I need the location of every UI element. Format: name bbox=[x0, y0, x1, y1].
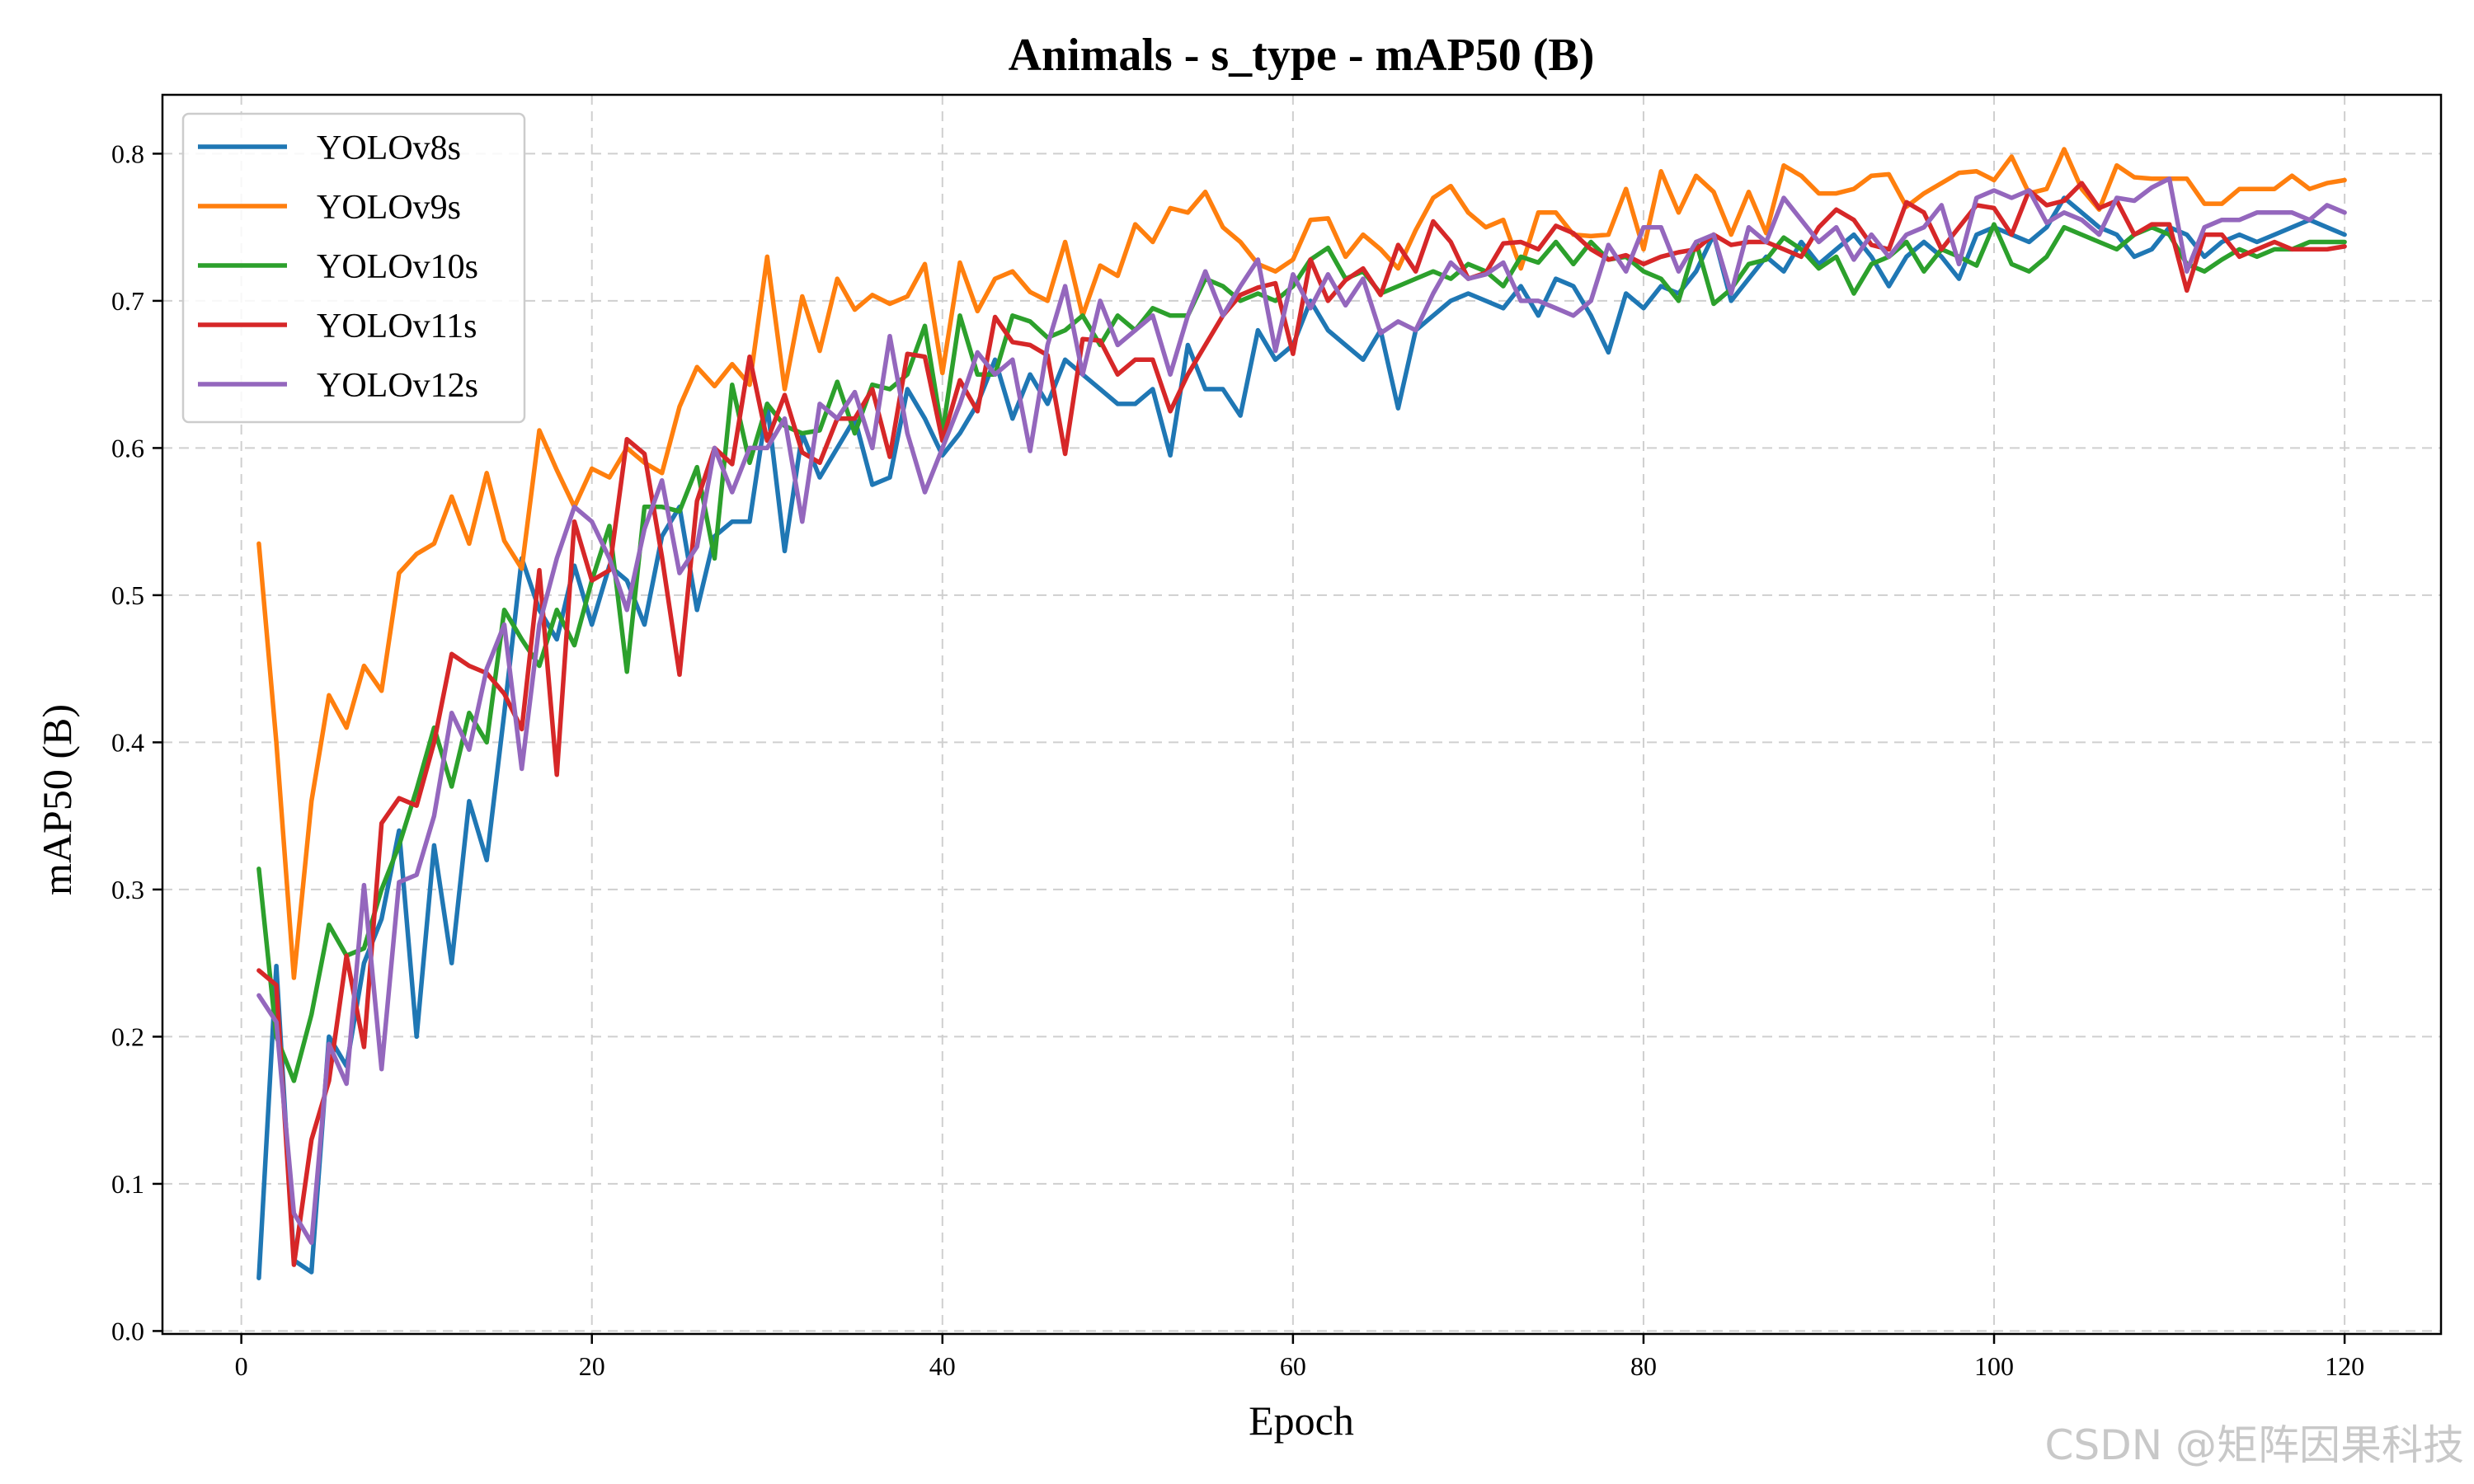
y-axis-ticks: 0.0 0.1 0.2 0.3 0.4 0.5 0.6 0.7 0.8 bbox=[111, 139, 162, 1345]
x-tick-label: 0 bbox=[235, 1351, 248, 1381]
series-group bbox=[256, 147, 2347, 1280]
y-tick-label: 0.5 bbox=[111, 580, 144, 610]
plot-area-frame bbox=[161, 93, 2443, 1336]
legend-label-yolov12s: YOLOv12s bbox=[317, 367, 478, 405]
x-tick-label: 40 bbox=[929, 1351, 956, 1381]
legend-label-yolov9s: YOLOv9s bbox=[317, 189, 461, 227]
y-tick-label: 0.4 bbox=[111, 727, 144, 757]
series-line-yolov10s bbox=[256, 222, 2347, 1083]
x-axis-label: Epoch bbox=[1249, 1397, 1354, 1444]
series-line-yolov12s bbox=[256, 176, 2347, 1246]
y-tick-label: 0.2 bbox=[111, 1021, 144, 1051]
x-tick-label: 100 bbox=[1974, 1351, 2014, 1381]
y-tick-label: 0.0 bbox=[111, 1316, 144, 1345]
watermark-text: CSDN @矩阵因果科技 bbox=[2045, 1421, 2464, 1469]
chart-title: Animals - s_type - mAP50 (B) bbox=[1009, 30, 1595, 81]
legend: YOLOv8s YOLOv9s YOLOv10s YOLOv11s YOLOv12s bbox=[181, 112, 526, 424]
legend-box bbox=[181, 112, 526, 424]
x-tick-label: 80 bbox=[1630, 1351, 1657, 1381]
y-axis-label: mAP50 (B) bbox=[34, 704, 80, 895]
y-tick-label: 0.7 bbox=[111, 286, 144, 316]
x-tick-label: 120 bbox=[2325, 1351, 2364, 1381]
legend-label-yolov10s: YOLOv10s bbox=[317, 248, 478, 286]
y-tick-label: 0.1 bbox=[111, 1169, 144, 1199]
x-axis-ticks: 0 20 40 60 80 100 120 bbox=[235, 1334, 2364, 1381]
y-tick-label: 0.6 bbox=[111, 433, 144, 463]
x-tick-label: 20 bbox=[579, 1351, 605, 1381]
legend-label-yolov11s: YOLOv11s bbox=[317, 308, 477, 345]
series-line-yolov9s bbox=[256, 147, 2347, 980]
x-tick-label: 60 bbox=[1280, 1351, 1306, 1381]
series-line-yolov11s bbox=[256, 181, 2347, 1267]
y-tick-label: 0.3 bbox=[111, 875, 144, 904]
legend-label-yolov8s: YOLOv8s bbox=[317, 129, 461, 167]
y-tick-label: 0.8 bbox=[111, 139, 144, 168]
